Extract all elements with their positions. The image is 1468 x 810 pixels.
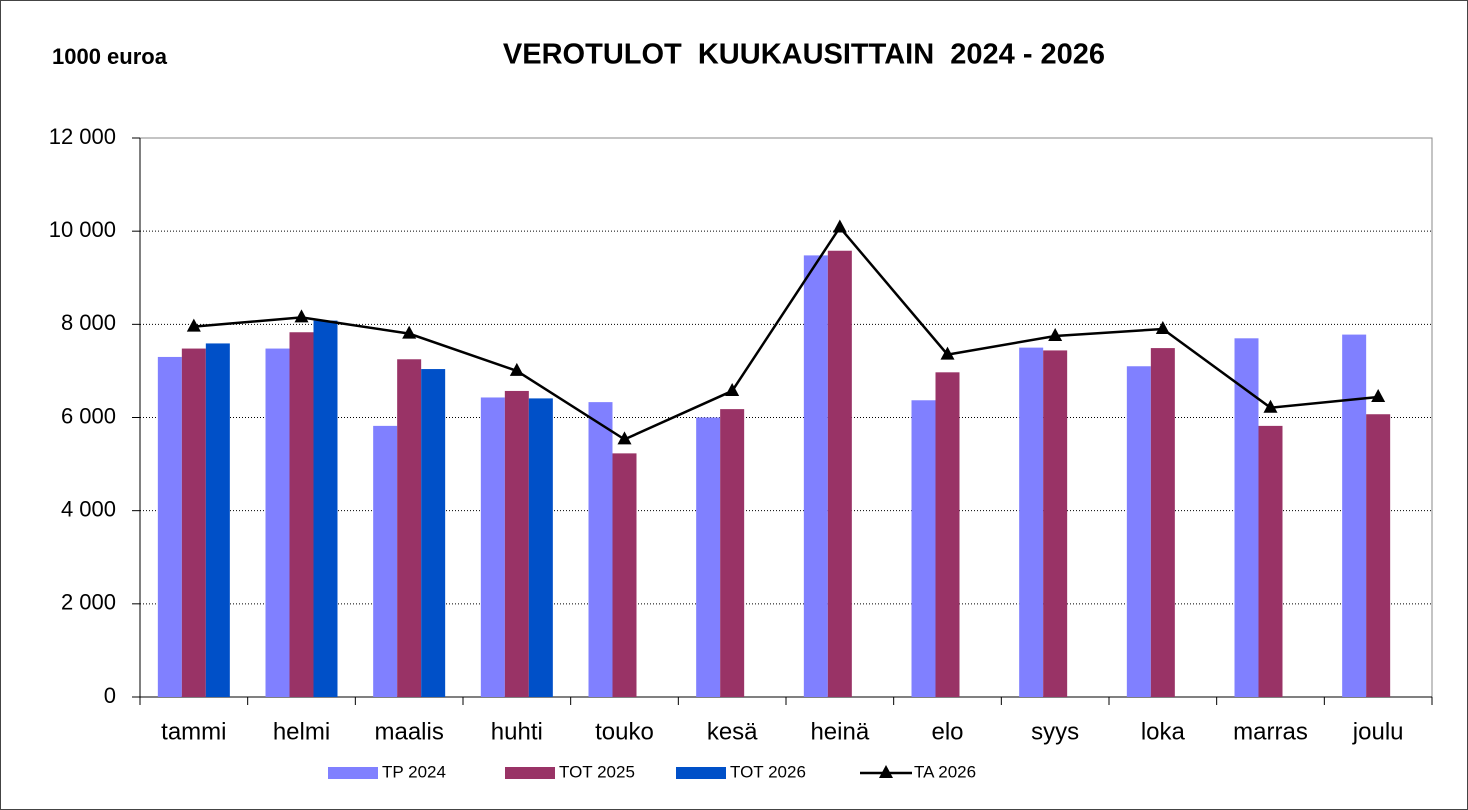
- bar: [696, 417, 721, 697]
- bar: [1342, 334, 1367, 697]
- bar: [421, 369, 446, 697]
- legend-swatch: [328, 767, 378, 779]
- x-tick-label: kesä: [707, 718, 758, 745]
- y-tick-label: 10 000: [49, 217, 116, 242]
- bar: [504, 390, 529, 697]
- line: [193, 225, 1379, 441]
- legend-label: TA 2026: [914, 762, 976, 781]
- y-tick-label: 0: [104, 683, 116, 708]
- line-marker: [617, 431, 632, 445]
- legend-swatch: [676, 767, 726, 779]
- line-marker: [186, 318, 201, 332]
- x-tick-label: syys: [1031, 718, 1079, 745]
- line-marker: [509, 362, 524, 376]
- legend-label: TP 2024: [382, 762, 446, 781]
- bar: [935, 372, 960, 697]
- bar: [265, 348, 290, 697]
- line-marker: [1155, 320, 1170, 334]
- bar: [1043, 350, 1068, 697]
- y-tick-label: 4 000: [61, 496, 116, 521]
- x-tick-label: marras: [1233, 718, 1308, 745]
- bar: [720, 409, 745, 697]
- bar: [528, 398, 553, 697]
- line-marker: [1371, 389, 1386, 403]
- bar: [1019, 347, 1044, 697]
- legend-label: TOT 2026: [730, 762, 806, 781]
- bar: [1126, 366, 1151, 697]
- bar: [397, 359, 422, 697]
- unit-label: 1000 euroa: [52, 44, 168, 69]
- legend-swatch: [505, 767, 555, 779]
- bar: [313, 320, 338, 697]
- bar: [289, 332, 314, 697]
- x-tick-label: touko: [595, 718, 654, 745]
- bar: [827, 250, 852, 697]
- line-marker: [1048, 327, 1063, 341]
- x-tick-label: loka: [1141, 718, 1186, 745]
- y-tick-label: 2 000: [61, 590, 116, 615]
- x-tick-label: helmi: [273, 718, 330, 745]
- x-tick-label: tammi: [161, 718, 226, 745]
- x-tick-label: joulu: [1352, 718, 1404, 745]
- bar: [803, 255, 828, 697]
- bar: [911, 400, 936, 697]
- bar: [205, 343, 230, 697]
- bar: [157, 356, 182, 697]
- y-tick-label: 6 000: [61, 403, 116, 428]
- bar: [1366, 414, 1391, 697]
- line-marker: [725, 382, 740, 396]
- line-marker: [402, 325, 417, 339]
- bar: [480, 397, 505, 697]
- y-tick-label: 8 000: [61, 310, 116, 335]
- x-tick-label: maalis: [374, 718, 443, 745]
- bar: [588, 402, 613, 697]
- legend-marker: [879, 765, 893, 778]
- bar: [373, 425, 398, 697]
- bar: [1258, 425, 1283, 697]
- x-tick-label: heinä: [810, 718, 869, 745]
- bar: [612, 453, 637, 697]
- chart-title: VEROTULOT KUUKAUSITTAIN 2024 - 2026: [503, 39, 1105, 71]
- x-tick-label: huhti: [491, 718, 543, 745]
- x-tick-label: elo: [931, 718, 963, 745]
- legend-label: TOT 2025: [559, 762, 635, 781]
- bar: [1234, 338, 1259, 697]
- line-marker: [940, 346, 955, 360]
- line-marker: [832, 219, 847, 233]
- line-marker: [1263, 399, 1278, 413]
- bar: [1150, 348, 1175, 697]
- line-marker: [294, 309, 309, 323]
- y-tick-label: 12 000: [49, 124, 116, 149]
- bar: [181, 348, 206, 697]
